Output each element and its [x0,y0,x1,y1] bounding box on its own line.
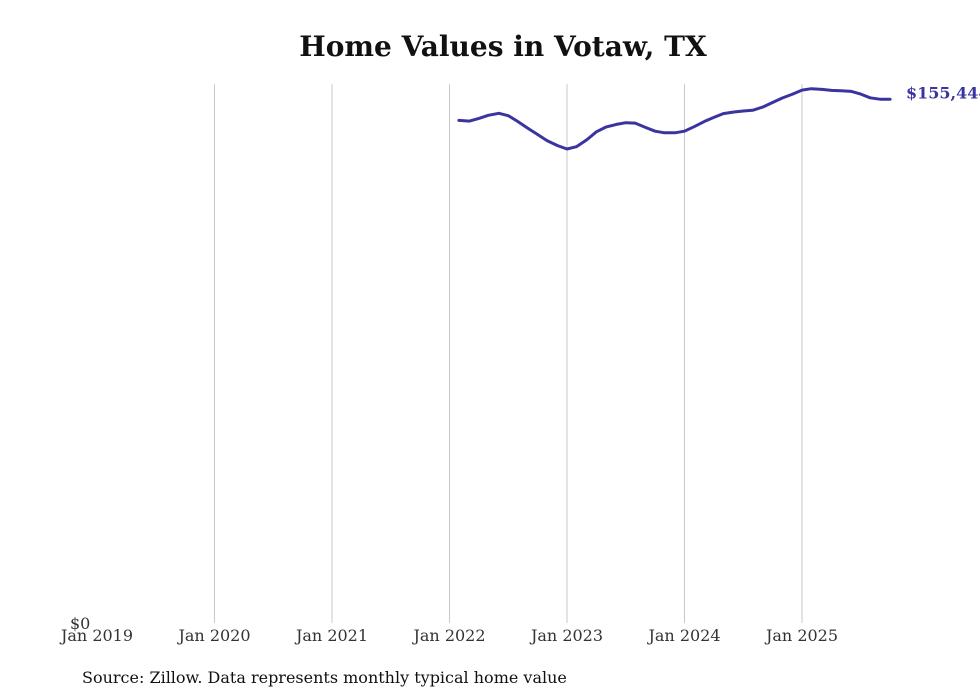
source-note: Source: Zillow. Data represents monthly … [82,668,567,687]
x-tick-label: Jan 2019 [59,626,133,645]
series-line [457,87,892,151]
x-tick-label: Jan 2020 [176,626,250,645]
x-tick-label: Jan 2025 [764,626,838,645]
x-tick-label: Jan 2022 [411,626,485,645]
series-group [457,87,892,151]
chart-title: Home Values in Votaw, TX [299,30,707,63]
x-axis-ticks: Jan 2019 Jan 2020 Jan 2021 Jan 2022 Jan 2023… [59,626,838,645]
end-value-label: $155,444 [906,83,980,102]
x-tick-label: Jan 2023 [529,626,603,645]
x-tick-label: Jan 2024 [646,626,720,645]
y-tick-label: $0 [70,614,90,633]
y-axis-ticks: $0 [70,614,90,633]
x-tick-label: Jan 2021 [294,626,368,645]
gridlines [214,84,803,623]
